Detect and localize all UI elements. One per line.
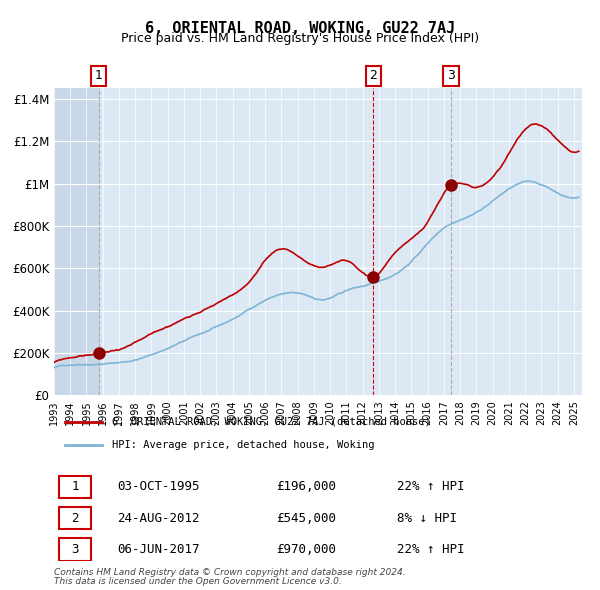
Bar — [54, 88, 98, 395]
Text: 03-OCT-1995: 03-OCT-1995 — [118, 480, 200, 493]
Text: £970,000: £970,000 — [276, 543, 336, 556]
Text: HPI: Average price, detached house, Woking: HPI: Average price, detached house, Woki… — [112, 440, 374, 450]
Bar — [59, 538, 91, 560]
Text: 6, ORIENTAL ROAD, WOKING, GU22 7AJ (detached house): 6, ORIENTAL ROAD, WOKING, GU22 7AJ (deta… — [112, 417, 431, 427]
Text: 6, ORIENTAL ROAD, WOKING, GU22 7AJ: 6, ORIENTAL ROAD, WOKING, GU22 7AJ — [145, 21, 455, 35]
Text: 06-JUN-2017: 06-JUN-2017 — [118, 543, 200, 556]
Text: 1: 1 — [95, 70, 103, 83]
Text: 1: 1 — [71, 480, 79, 493]
Text: 3: 3 — [447, 70, 455, 83]
Bar — [59, 507, 91, 529]
Text: 2: 2 — [369, 70, 377, 83]
Text: Contains HM Land Registry data © Crown copyright and database right 2024.: Contains HM Land Registry data © Crown c… — [54, 568, 406, 577]
Bar — [59, 476, 91, 498]
Text: Price paid vs. HM Land Registry's House Price Index (HPI): Price paid vs. HM Land Registry's House … — [121, 32, 479, 45]
Text: 24-AUG-2012: 24-AUG-2012 — [118, 512, 200, 525]
Text: 22% ↑ HPI: 22% ↑ HPI — [397, 543, 465, 556]
Text: This data is licensed under the Open Government Licence v3.0.: This data is licensed under the Open Gov… — [54, 577, 342, 586]
Text: £196,000: £196,000 — [276, 480, 336, 493]
Bar — [54, 88, 98, 395]
Text: 8% ↓ HPI: 8% ↓ HPI — [397, 512, 457, 525]
Text: 2: 2 — [71, 512, 79, 525]
Text: 22% ↑ HPI: 22% ↑ HPI — [397, 480, 465, 493]
Text: £545,000: £545,000 — [276, 512, 336, 525]
Text: 3: 3 — [71, 543, 79, 556]
